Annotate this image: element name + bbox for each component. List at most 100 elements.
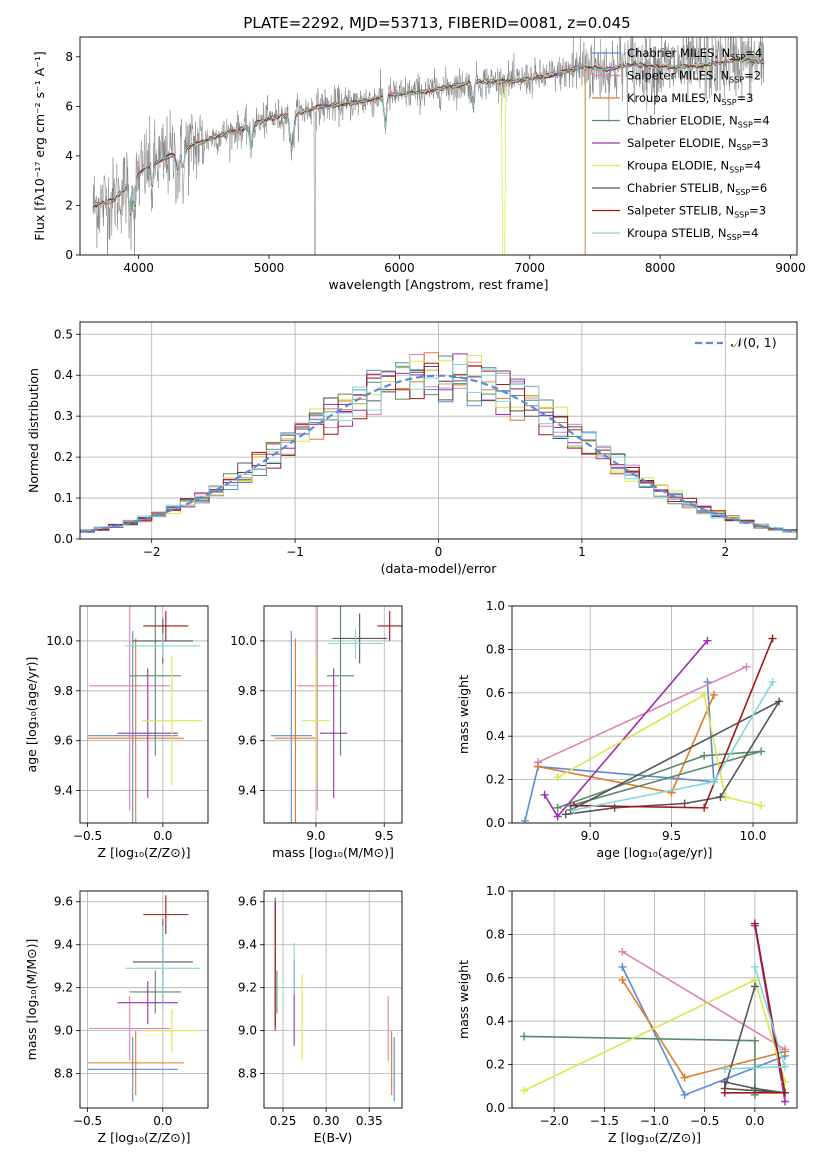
series-line: [621, 979, 786, 1079]
panel-age-vs-mass: 9.0 9.5 9.4 9.6 9.8 10.0 mass [log₁₀(M/M⊙)]: [230, 605, 403, 860]
series-marker: [553, 812, 562, 821]
panel-massweight-vs-Z: −2.0 −1.5 −1.0 −0.5 0.0 0.0 0.2 0.4 0.6 0.8 1.0 Z […: [456, 884, 798, 1145]
y-tick-label: 0.4: [54, 368, 73, 382]
x-tick-label: 0.0: [153, 829, 172, 843]
axes-frame: [511, 890, 798, 1109]
series-line: [524, 681, 715, 821]
panel-massweight-vs-age: 9.0 9.5 10.0 0.0 0.2 0.4 0.6 0.8 1.0 age [log₁₀(a…: [456, 599, 798, 860]
axes-frame: [79, 36, 798, 256]
series-kroupa-stelib: [569, 677, 777, 814]
legend-item: Salpeter STELIB, NSSP=3: [592, 204, 766, 220]
y-tick-label: 9.6: [238, 895, 257, 909]
y-tick-label: 9.6: [54, 895, 73, 909]
y-tick-label: 0.2: [54, 450, 73, 464]
x-tick-label: 6000: [384, 261, 415, 275]
y-tick-label: 1.0: [486, 599, 505, 613]
y-tick-label: 8: [65, 50, 73, 64]
series-marker: [750, 1036, 759, 1045]
y-tick-label: 0: [65, 248, 73, 262]
plot-area: [80, 352, 797, 539]
y-tick-label: 9.6: [54, 734, 73, 748]
panel-mass-vs-ebv: 0.25 0.30 0.35 8.8 9.0 9.2 9.4 9.6 E(B-V): [238, 890, 403, 1145]
errorbar-chabrier-miles: [87, 630, 178, 823]
series-chabrier-elodie: [520, 1032, 759, 1099]
y-tick-label: 9.2: [238, 981, 257, 995]
legend-item: Kroupa STELIB, NSSP=4: [592, 226, 758, 242]
panels: 4000 5000 6000 7000 8000 9000 0 2 4 6 8 wavelength …: [24, 36, 806, 1145]
series-marker: [750, 1084, 759, 1093]
errorbar-salpeter-elodie: [117, 981, 178, 1025]
series-marker: [680, 799, 689, 808]
y-tick-label: 0.0: [486, 816, 505, 830]
legend: Chabrier MILES, NSSP=4 Salpeter MILES, NS…: [592, 46, 770, 242]
y-tick-label: 9.4: [238, 784, 257, 798]
series-marker: [709, 777, 718, 786]
x-axis-label: wavelength [Angstrom, rest frame]: [328, 277, 548, 292]
y-tick-label: 8.8: [238, 1067, 257, 1081]
y-tick-label: 0.0: [54, 532, 73, 546]
x-axis-label: E(B-V): [314, 1130, 353, 1145]
x-tick-label: −1.5: [590, 1114, 619, 1128]
x-tick-label: 5000: [254, 261, 285, 275]
legend-label: Chabrier STELIB, NSSP=6: [627, 181, 767, 197]
gaussian-curve: [80, 374, 795, 533]
errorbar-salpeter-stelib: [143, 895, 189, 934]
x-tick-label: 0.0: [153, 1114, 172, 1128]
x-tick-label: 4000: [123, 261, 154, 275]
y-axis-label: Normed distribution: [26, 368, 41, 493]
y-axis-label: mass weight: [456, 960, 471, 1039]
series-marker: [750, 982, 759, 991]
errorbar-chabrier-elodie: [326, 606, 355, 756]
axes-frame: [263, 890, 403, 1109]
y-tick-label: 0.3: [54, 409, 73, 423]
errorbar-chabrier-miles: [87, 1037, 178, 1102]
y-tick-label: 9.6: [238, 734, 257, 748]
legend-label: Salpeter ELODIE, NSSP=3: [627, 136, 769, 152]
series-kroupa-stelib: [720, 962, 789, 1073]
legend-label: Chabrier MILES, NSSP=4: [627, 46, 762, 62]
series-line: [557, 750, 762, 809]
y-tick-label: 9.0: [238, 1024, 257, 1038]
errorbar-kroupa-miles: [87, 638, 184, 823]
series-marker: [680, 1090, 689, 1099]
series-marker: [618, 947, 627, 956]
x-axis-label: Z [log₁₀(Z/Z⊙)]: [98, 1130, 191, 1145]
series-marker: [680, 1073, 689, 1082]
x-tick-label: −0.5: [73, 829, 102, 843]
panel-age-vs-Z: −0.5 0.0 9.4 9.6 9.8 10.0 Z [log₁₀(Z/Z⊙)] age […: [24, 605, 209, 860]
x-tick-label: 9.5: [375, 829, 394, 843]
series-marker: [569, 805, 578, 814]
legend-label: Kroupa STELIB, NSSP=4: [627, 226, 758, 242]
series-line: [557, 693, 762, 807]
x-tick-label: −0.5: [73, 1114, 102, 1128]
y-tick-label: 9.4: [54, 938, 73, 952]
plot-area: [87, 895, 202, 1102]
x-tick-label: −0.5: [690, 1114, 719, 1128]
series-line: [537, 666, 747, 763]
y-tick-label: 0.4: [486, 729, 505, 743]
series-marker: [768, 677, 777, 686]
y-tick-label: 2: [65, 198, 73, 212]
y-tick-label: 0.4: [486, 1014, 505, 1028]
series-marker: [780, 1047, 789, 1056]
plot-area: [87, 606, 202, 823]
y-tick-label: 6: [65, 99, 73, 113]
series-line: [565, 699, 782, 816]
y-tick-label: 0.5: [54, 327, 73, 341]
x-axis-label: Z [log₁₀(Z/Z⊙)]: [608, 1130, 701, 1145]
legend-label: 𝒩(0, 1): [731, 335, 777, 350]
legend-label: Salpeter STELIB, NSSP=3: [627, 204, 766, 220]
x-axis-label: mass [log₁₀(M/M⊙)]: [272, 845, 394, 860]
series-marker: [750, 919, 759, 928]
gridlines: [80, 891, 208, 1108]
series-marker: [561, 810, 570, 819]
y-axis-label: mass [log₁₀(M/M⊙)]: [24, 939, 39, 1061]
series-line: [621, 951, 786, 1051]
x-tick-label: 1: [578, 545, 586, 559]
series-marker: [780, 1097, 789, 1106]
x-tick-label: 9.0: [581, 829, 600, 843]
y-tick-label: 9.4: [54, 784, 73, 798]
errorbar-salpeter-elodie: [117, 668, 178, 799]
figure-title: PLATE=2292, MJD=53713, FIBERID=0081, z=0…: [243, 14, 630, 32]
errorbar-kroupa-elodie: [141, 655, 202, 786]
